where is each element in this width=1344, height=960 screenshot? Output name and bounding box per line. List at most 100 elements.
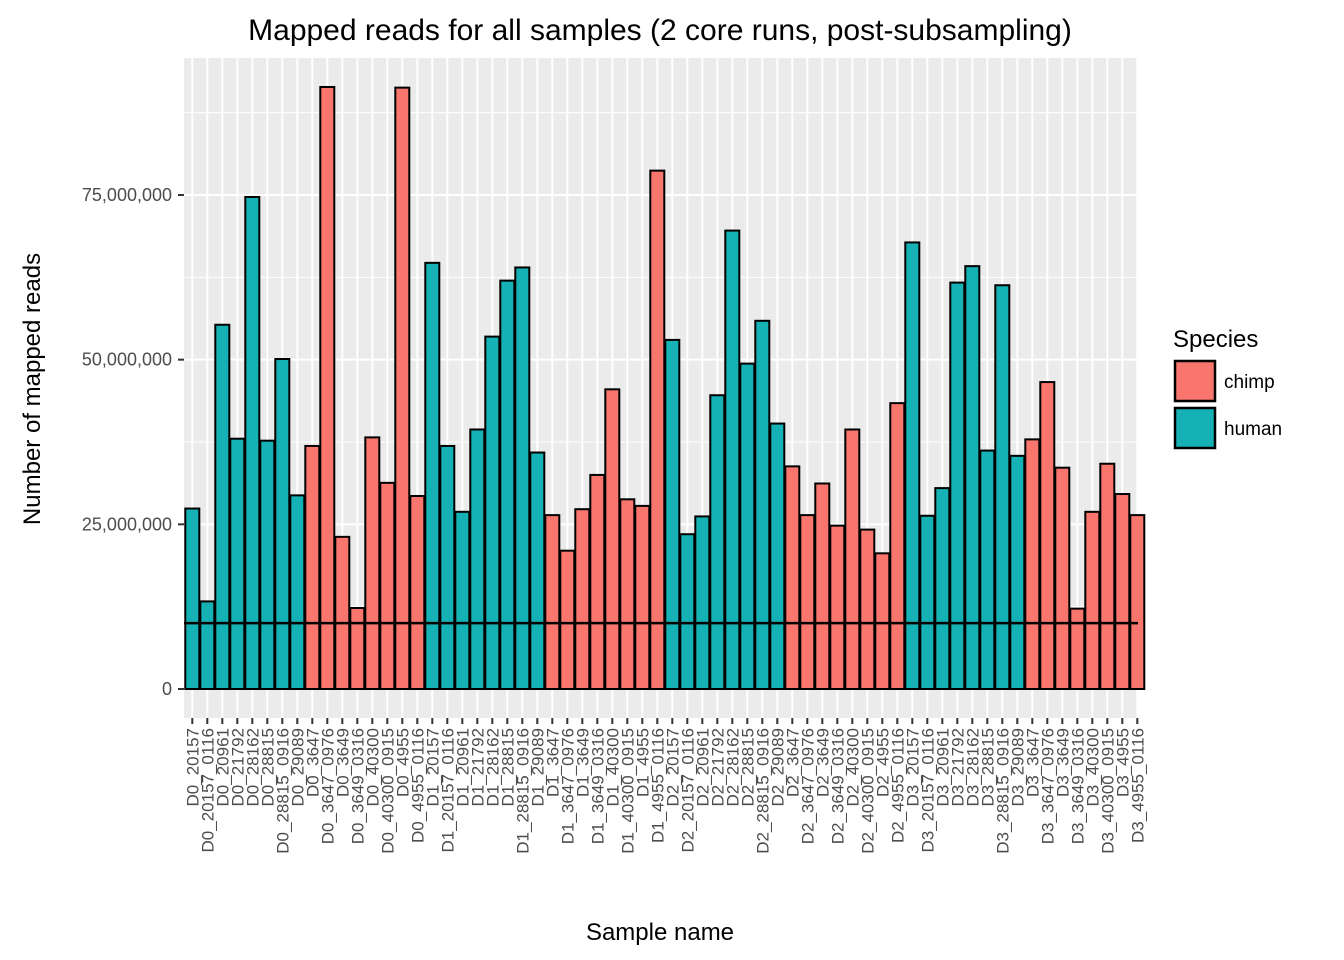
x-tick-label: D2_29089 (768, 728, 787, 806)
bar-d1-20961 (454, 510, 471, 690)
y-axis: 0 25,000,000 50,000,000 75,000,000 (82, 185, 184, 699)
bar-d2-3649-0316 (829, 524, 846, 691)
bar-d3-40300-0915 (1099, 462, 1116, 690)
bar-d3-3647 (1024, 438, 1041, 690)
y-tick-label: 25,000,000 (82, 514, 172, 534)
bar-d2-3649 (814, 482, 831, 690)
bar-d3-28815 (979, 449, 996, 690)
bar-d0-28815 (259, 439, 276, 691)
x-tick-label: D3_28815_0916 (993, 728, 1012, 854)
y-tick-label: 50,000,000 (82, 350, 172, 370)
x-axis: D0_20157D0_20157_0116D0_20961D0_21792D0_… (183, 718, 1147, 854)
x-tick-label: D2_28162 (723, 728, 742, 806)
bar-d3-20157-0116 (919, 514, 936, 691)
bar-d0-20157 (184, 507, 201, 690)
x-tick-label: D0_4955_0116 (408, 728, 427, 843)
bar-d3-28815-0916 (994, 284, 1011, 690)
x-tick-label: D2_4955 (873, 728, 892, 797)
x-tick-label: D2_40300_0915 (858, 728, 877, 854)
x-tick-label: D0_29089 (288, 728, 307, 806)
x-tick-label: D1_20961 (453, 728, 472, 806)
bar-d0-40300-0915 (379, 481, 396, 691)
bar-d2-3647-0976 (799, 514, 816, 690)
x-tick-label: D0_3649 (333, 728, 352, 797)
x-tick-label: D3_3647_0976 (1038, 728, 1057, 844)
bar-d3-4955 (1114, 493, 1131, 690)
x-tick-label: D0_3647_0976 (318, 728, 337, 844)
bar-d1-20157 (424, 261, 441, 690)
x-tick-label: D2_3647_0976 (798, 728, 817, 844)
x-tick-label: D0_21792 (228, 728, 247, 806)
bar-d1-28815 (499, 279, 516, 690)
x-tick-label: D2_21792 (708, 728, 727, 806)
bar-d3-21792 (949, 281, 966, 690)
bar-d0-29089 (289, 494, 306, 690)
bar-d1-4955-0116 (649, 169, 666, 690)
legend-label-human: human (1224, 419, 1282, 440)
x-tick-label: D1_4955 (633, 728, 652, 797)
x-tick-label: D3_28815 (978, 728, 997, 806)
x-tick-label: D3_3649 (1053, 728, 1072, 797)
bar-d3-3649 (1054, 466, 1071, 690)
bar-d0-21792 (229, 437, 246, 690)
x-tick-label: D1_3649 (573, 728, 592, 797)
bar-d1-29089 (529, 451, 546, 690)
bar-d1-3647 (544, 514, 561, 690)
y-tick-label: 0 (162, 679, 172, 699)
x-tick-label: D2_3649_0316 (828, 728, 847, 844)
bar-d2-4955 (874, 552, 891, 690)
x-tick-label: D0_3647 (303, 728, 322, 797)
bar-d3-20961 (934, 487, 951, 690)
legend-key-human (1173, 406, 1217, 450)
bar-d2-21792 (709, 394, 726, 690)
x-tick-label: D2_28815 (738, 728, 757, 806)
bar-d0-20157-0116 (199, 600, 216, 691)
x-tick-label: D1_40300 (603, 728, 622, 806)
x-tick-label: D3_28162 (963, 728, 982, 806)
x-tick-label: D3_29089 (1008, 728, 1027, 806)
bar-d2-20157-0116 (679, 533, 696, 690)
bar-d1-40300 (604, 388, 621, 690)
x-tick-label: D1_40300_0915 (618, 728, 637, 854)
bar-d3-29089 (1009, 454, 1026, 690)
x-tick-label: D3_40300 (1083, 728, 1102, 806)
x-tick-label: D0_20961 (213, 728, 232, 806)
x-tick-label: D1_28162 (483, 728, 502, 806)
x-tick-label: D2_20157 (663, 728, 682, 806)
bar-d3-3649-0316 (1069, 607, 1086, 690)
bar-d2-20157 (664, 338, 681, 690)
x-tick-label: D3_20157 (903, 728, 922, 806)
x-tick-label: D2_3647 (783, 728, 802, 797)
bars (184, 85, 1146, 691)
x-tick-label: D0_40300 (363, 728, 382, 806)
x-tick-label: D1_28815_0916 (513, 728, 532, 854)
x-tick-label: D3_40300_0915 (1098, 728, 1117, 854)
legend-title: Species (1173, 326, 1258, 353)
legend-key-chimp (1173, 359, 1217, 403)
bar-d0-28815-0916 (274, 358, 291, 690)
x-tick-label: D2_4955_0116 (888, 728, 907, 843)
bar-d0-40300 (364, 436, 381, 691)
bar-d2-20961 (694, 515, 711, 690)
x-tick-label: D0_40300_0915 (378, 728, 397, 854)
x-tick-label: D1_4955_0116 (648, 728, 667, 843)
x-tick-label: D1_29089 (528, 728, 547, 806)
x-tick-label: D0_20157 (183, 728, 202, 806)
bar-d3-3647-0976 (1039, 381, 1056, 690)
x-tick-label: D1_20157_0116 (438, 728, 457, 852)
bar-d3-40300 (1084, 510, 1101, 690)
bar-d2-28162 (724, 229, 741, 690)
x-tick-label: D3_20961 (933, 728, 952, 806)
bar-d1-3649 (574, 508, 591, 690)
bar-d0-3647-0976 (319, 85, 336, 691)
x-tick-label: D2_3649 (813, 728, 832, 797)
bar-d1-4955 (634, 504, 651, 690)
bar-d1-28162 (484, 335, 501, 690)
bar-d1-3647-0976 (559, 549, 576, 690)
x-tick-label: D1_3647_0976 (558, 728, 577, 844)
x-tick-label: D3_4955 (1113, 728, 1132, 797)
x-tick-label: D2_20961 (693, 728, 712, 806)
x-tick-label: D2_40300 (843, 728, 862, 806)
x-tick-label: D0_28815_0916 (273, 728, 292, 854)
